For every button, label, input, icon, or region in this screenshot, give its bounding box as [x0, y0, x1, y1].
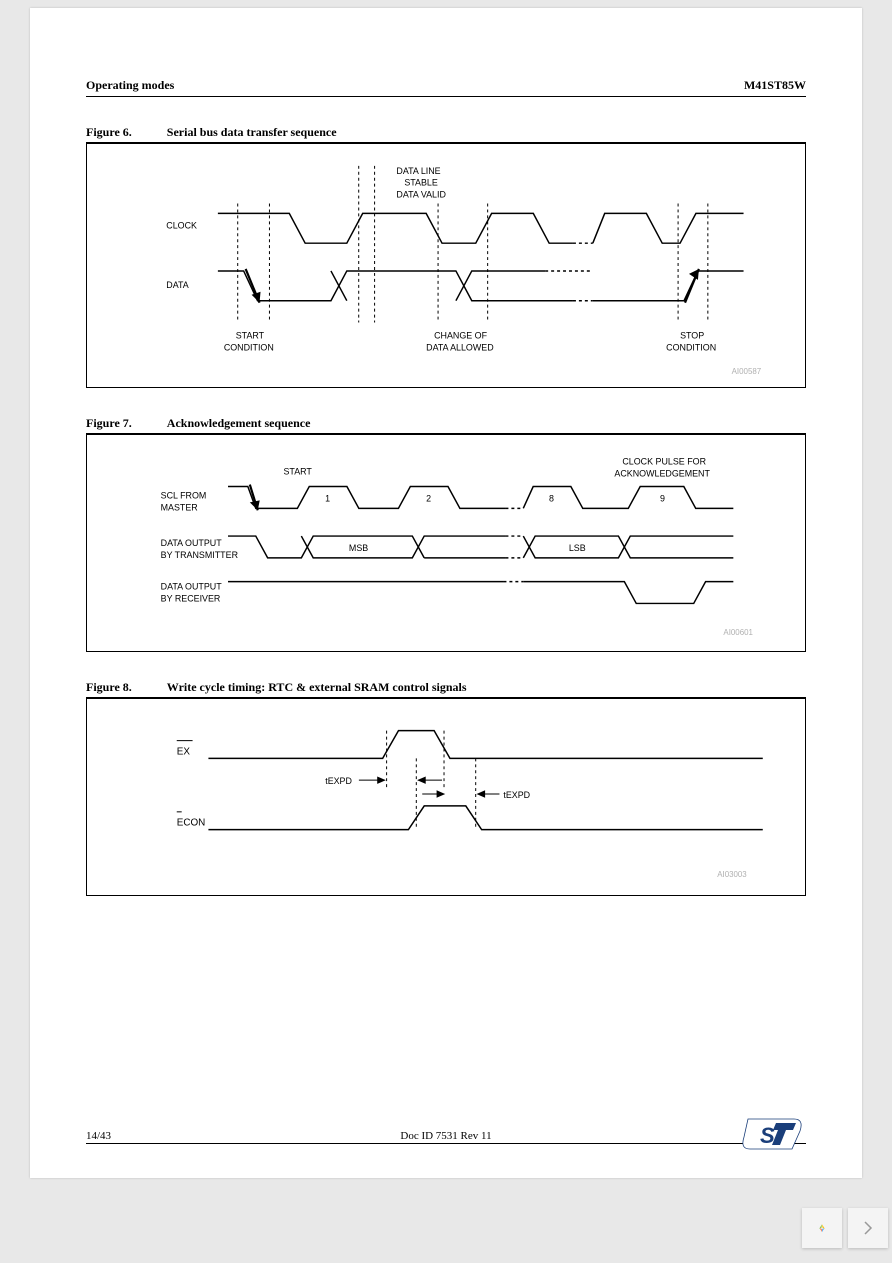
figure7-num: Figure 7. — [86, 416, 132, 430]
f6-data-valid: DATA VALID — [396, 190, 446, 200]
footer: 14/43 — [86, 1130, 806, 1142]
f7-n1: 1 — [325, 493, 330, 503]
f6-dashes — [238, 166, 708, 323]
f7-start: START — [284, 467, 313, 477]
f7-scl2: MASTER — [161, 502, 199, 512]
f7-tx1: DATA OUTPUT — [161, 538, 223, 548]
figure6-num: Figure 6. — [86, 125, 132, 139]
f6-cond1: CONDITION — [224, 342, 274, 352]
f8-ex-wave — [208, 731, 762, 759]
f6-cond2: CONDITION — [666, 342, 716, 352]
f8-ex: EX — [177, 746, 191, 757]
figure8-caption: Write cycle timing: RTC & external SRAM … — [167, 680, 467, 694]
f7-n2: 2 — [426, 493, 431, 503]
f7-clkp1: CLOCK PULSE FOR — [622, 457, 706, 467]
nav-next-button[interactable] — [848, 1208, 888, 1248]
f7-msb: MSB — [349, 543, 368, 553]
f7-tx2: BY TRANSMITTER — [161, 550, 239, 560]
f7-rx1: DATA OUTPUT — [161, 582, 223, 592]
f6-data-line: DATA LINE — [396, 166, 440, 176]
f6-data-label: DATA — [166, 280, 188, 290]
f6-data-wave — [218, 269, 744, 303]
f6-clock-wave — [218, 213, 744, 243]
f7-scl-wave — [228, 485, 733, 511]
f6-clock-label: CLOCK — [166, 220, 197, 230]
figure7-title: Figure 7. Acknowledgement sequence — [86, 416, 806, 431]
f7-n9: 9 — [660, 493, 665, 503]
f7-clkp2: ACKNOWLEDGEMENT — [614, 469, 710, 479]
f6-allowed: DATA ALLOWED — [426, 342, 493, 352]
footer-rule — [86, 1143, 806, 1144]
f8-arrows — [359, 777, 500, 797]
header-rule — [86, 96, 806, 97]
page-nav — [802, 1208, 888, 1248]
nav-home-button[interactable] — [802, 1208, 842, 1248]
f7-lsb: LSB — [569, 543, 586, 553]
figure8-box: EX ECON — [86, 698, 806, 896]
st-logo: S — [742, 1113, 806, 1160]
f7-rx-wave — [228, 582, 733, 604]
f7-ref: AI00601 — [723, 628, 753, 637]
header-right: M41ST85W — [744, 78, 806, 93]
f8-ref: AI03003 — [717, 870, 747, 879]
page-header: Operating modes M41ST85W — [86, 78, 806, 93]
f6-change: CHANGE OF — [434, 330, 488, 340]
f6-stable: STABLE — [404, 178, 438, 188]
figure6-box: DATA LINE STABLE DATA VALID CLOCK DATA — [86, 143, 806, 388]
f8-econ-wave — [208, 806, 762, 830]
f8-texpd1: tEXPD — [325, 776, 352, 786]
figure6-caption: Serial bus data transfer sequence — [167, 125, 337, 139]
f8-econ: ECON — [177, 818, 206, 829]
f7-tx-wave — [228, 536, 733, 558]
f7-rx2: BY RECEIVER — [161, 593, 221, 603]
footer-page: 14/43 — [86, 1130, 111, 1142]
f6-stop: STOP — [680, 330, 704, 340]
figure8-title: Figure 8. Write cycle timing: RTC & exte… — [86, 680, 806, 695]
f8-texpd2: tEXPD — [503, 790, 530, 800]
figure6-title: Figure 6. Serial bus data transfer seque… — [86, 125, 806, 140]
figure7-box: START CLOCK PULSE FOR ACKNOWLEDGEMENT SC… — [86, 434, 806, 652]
header-left: Operating modes — [86, 78, 174, 93]
page: Operating modes M41ST85W Figure 6. Seria… — [30, 8, 862, 1178]
figure7-caption: Acknowledgement sequence — [167, 416, 311, 430]
figure8-num: Figure 8. — [86, 680, 132, 694]
f7-scl1: SCL FROM — [161, 490, 207, 500]
f6-ref: AI00587 — [732, 367, 762, 376]
f6-start: START — [236, 330, 265, 340]
f7-n8: 8 — [549, 493, 554, 503]
